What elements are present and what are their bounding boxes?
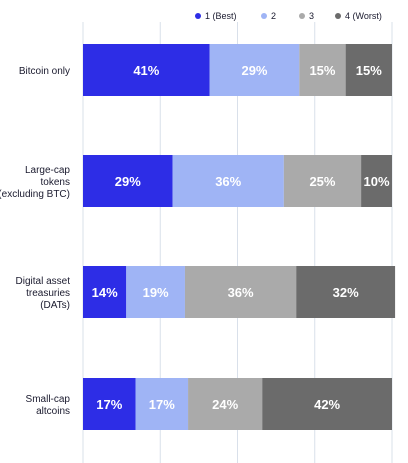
legend-label: 4 (Worst) bbox=[345, 11, 382, 21]
category-label: Digital asset bbox=[16, 276, 71, 287]
bar-segment bbox=[361, 155, 392, 207]
bar-segment bbox=[83, 378, 136, 430]
legend-marker bbox=[335, 13, 341, 19]
legend-label: 1 (Best) bbox=[205, 11, 237, 21]
category-label: Small-cap bbox=[26, 394, 71, 405]
bar-segment bbox=[184, 266, 297, 318]
category-label: treasuries bbox=[26, 288, 70, 299]
category-label: Bitcoin only bbox=[19, 66, 70, 77]
bar-segment bbox=[83, 44, 210, 96]
data-label: 15% bbox=[309, 63, 335, 78]
category-label: (excluding BTC) bbox=[0, 189, 70, 200]
bar-segment bbox=[209, 44, 300, 96]
legend-label: 2 bbox=[271, 11, 276, 21]
data-label: 10% bbox=[364, 174, 390, 189]
bars: 41% 29% 15% 15% 29% 36% 25% 10% 14% 19% 36% 32% 17% 1… bbox=[83, 44, 396, 430]
data-label: 25% bbox=[309, 174, 335, 189]
category-label: altcoins bbox=[36, 406, 70, 417]
legend-label: 3 bbox=[309, 11, 314, 21]
bar-segment bbox=[126, 266, 185, 318]
bar-segment bbox=[283, 155, 362, 207]
category-label: Large-cap bbox=[25, 165, 70, 176]
bar-segment bbox=[296, 266, 396, 318]
bar-segment bbox=[262, 378, 392, 430]
legend: 1 (Best) 2 3 4 (Worst) bbox=[195, 11, 382, 21]
data-label: 17% bbox=[96, 397, 122, 412]
legend-marker bbox=[195, 13, 201, 19]
data-label: 14% bbox=[92, 285, 118, 300]
data-label: 29% bbox=[241, 63, 267, 78]
data-label: 24% bbox=[212, 397, 238, 412]
bar-segment bbox=[135, 378, 189, 430]
data-label: 42% bbox=[314, 397, 340, 412]
data-label: 36% bbox=[215, 174, 241, 189]
bar-segment bbox=[345, 44, 392, 96]
data-label: 15% bbox=[356, 63, 382, 78]
legend-marker bbox=[261, 13, 267, 19]
bar-segment bbox=[188, 378, 263, 430]
category-label: tokens bbox=[41, 177, 70, 188]
bar-segment bbox=[83, 266, 127, 318]
data-label: 29% bbox=[115, 174, 141, 189]
data-label: 32% bbox=[333, 285, 359, 300]
bar-segment bbox=[83, 155, 173, 207]
bar-segment bbox=[299, 44, 346, 96]
bar-segment bbox=[172, 155, 284, 207]
legend-marker bbox=[299, 13, 305, 19]
category-label: (DATs) bbox=[40, 300, 70, 311]
data-label: 36% bbox=[228, 285, 254, 300]
data-label: 19% bbox=[143, 285, 169, 300]
data-label: 41% bbox=[133, 63, 159, 78]
data-label: 17% bbox=[149, 397, 175, 412]
